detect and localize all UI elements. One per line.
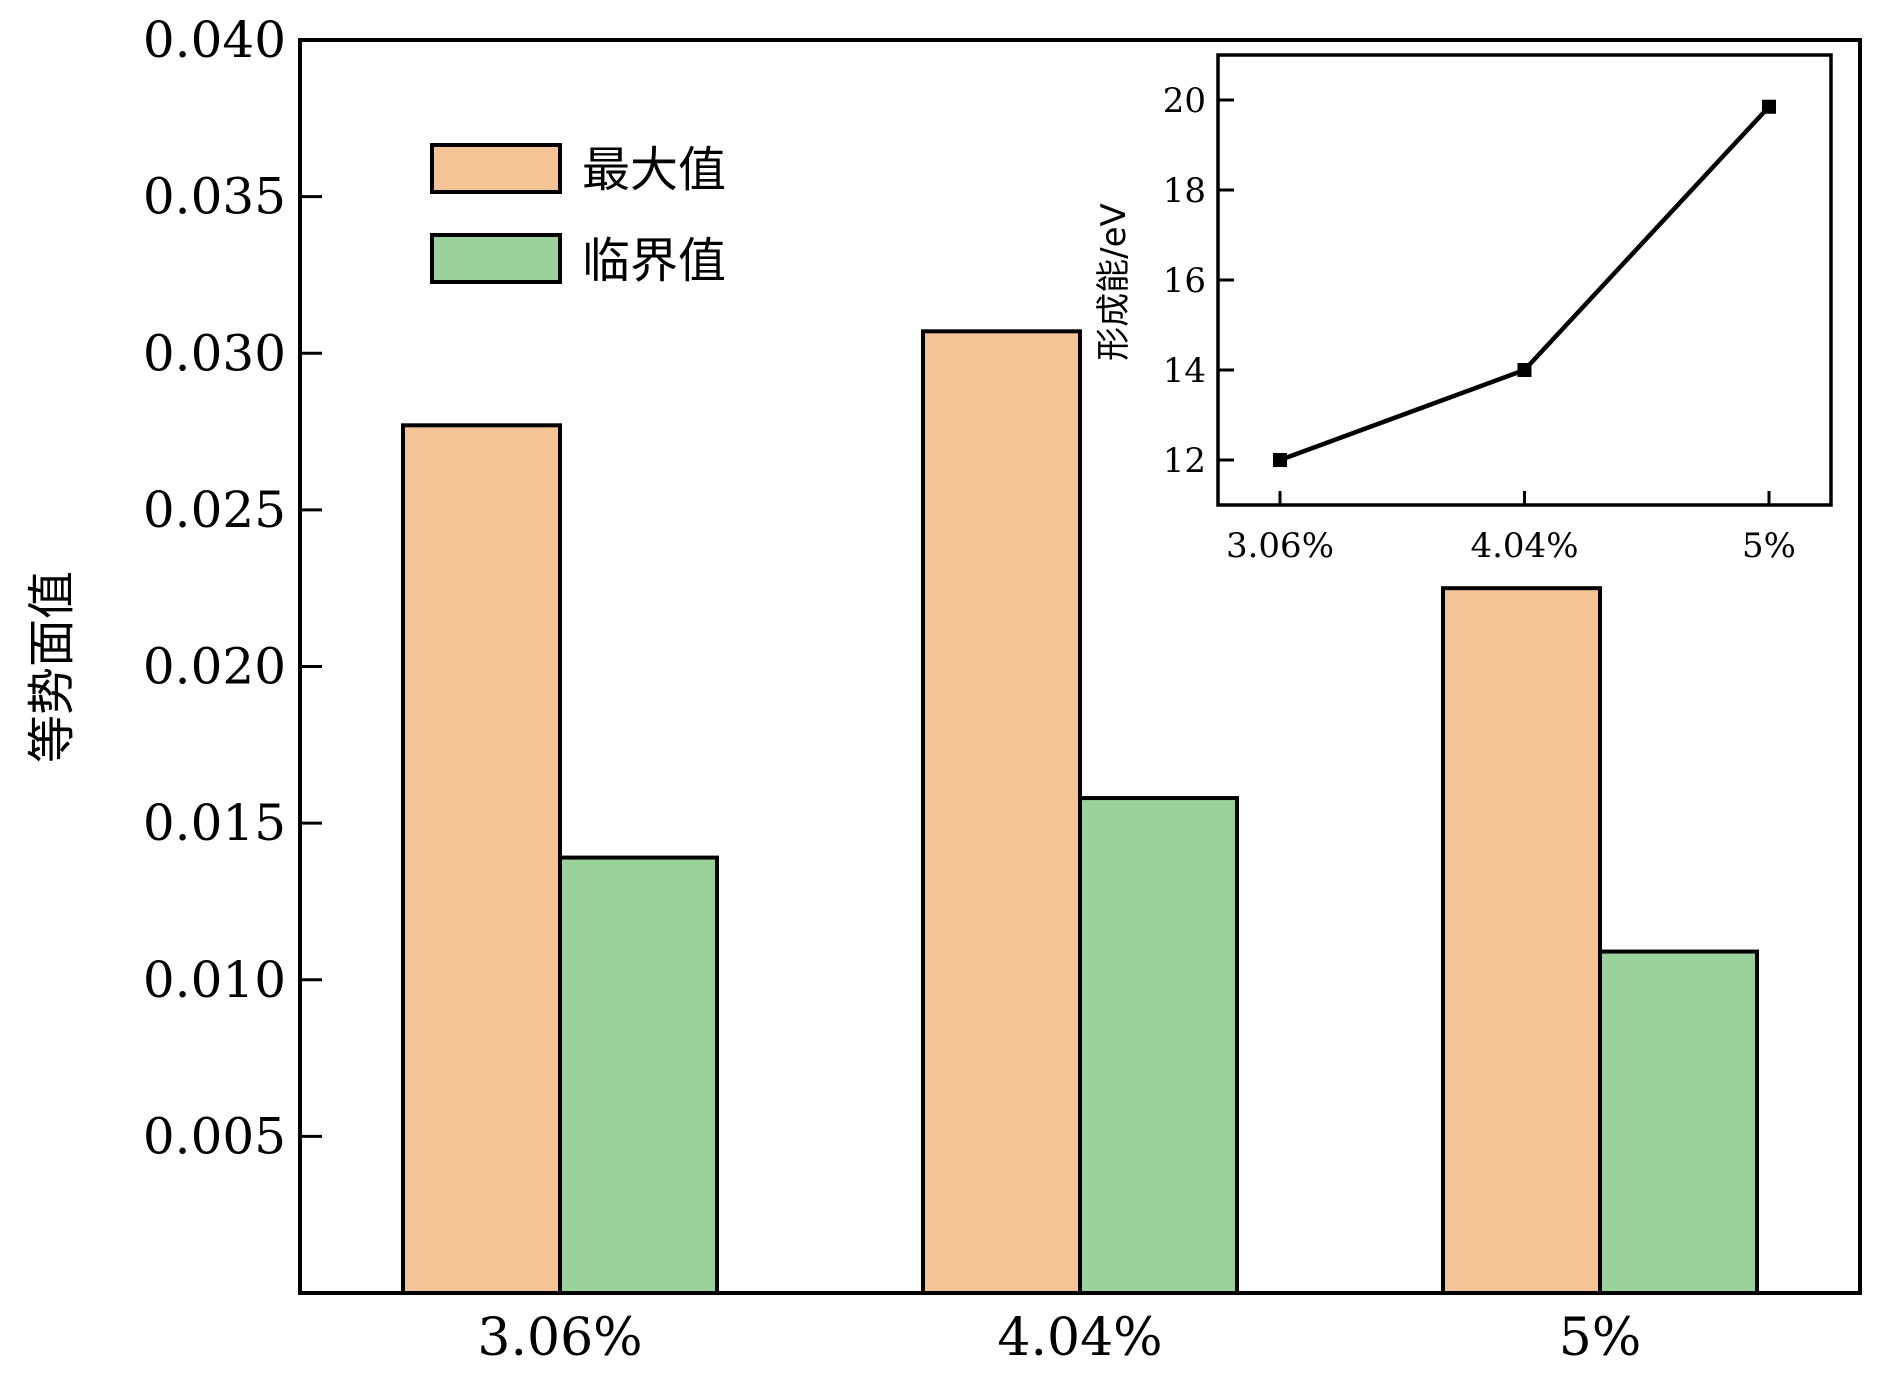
main-x-tick-label: 5% xyxy=(1559,1308,1642,1368)
main-y-tick-label: 0.025 xyxy=(143,481,286,539)
main-y-tick-label: 0.015 xyxy=(143,794,286,852)
bar-max-0 xyxy=(401,423,562,1295)
bar-critical-2 xyxy=(1598,949,1759,1295)
main-x-ticks: 3.06% 4.04% 5% xyxy=(477,1308,1641,1368)
inset-background xyxy=(1218,55,1831,505)
inset-x-tick-label: 3.06% xyxy=(1226,526,1334,566)
inset-y-tick-label: 20 xyxy=(1163,81,1206,121)
legend-label-critical: 临界值 xyxy=(582,233,726,289)
main-y-tick-label: 0.020 xyxy=(143,638,286,696)
inset-x-tick-label: 5% xyxy=(1742,526,1796,566)
inset-x-tick-label: 4.04% xyxy=(1470,526,1578,566)
main-y-tick-label: 0.005 xyxy=(143,1107,286,1165)
bar-max-2 xyxy=(1441,586,1602,1295)
legend-swatch-critical xyxy=(430,233,562,284)
main-y-tick-label: 0.030 xyxy=(143,324,286,382)
main-y-axis-label: 等势面值 xyxy=(24,571,80,763)
legend-swatch-max xyxy=(430,143,562,194)
main-y-ticks: 0.005 0.010 0.015 0.020 0.025 0.030 0.035 0.040 xyxy=(143,11,322,1165)
inset-y-tick-label: 12 xyxy=(1163,441,1206,481)
main-bars xyxy=(401,329,1759,1296)
inset-y-tick-label: 14 xyxy=(1163,351,1206,391)
inset-point-0 xyxy=(1273,453,1287,467)
inset-line-chart: 12 14 16 18 20 3.06% 4.04% 5% 形成能/eV xyxy=(1094,53,1833,566)
main-x-tick-label: 4.04% xyxy=(997,1308,1162,1368)
bar-max-1 xyxy=(921,329,1082,1295)
inset-point-1 xyxy=(1517,363,1532,377)
inset-x-ticks: 3.06% 4.04% 5% xyxy=(1226,491,1796,566)
main-y-tick-label: 0.040 xyxy=(143,11,286,69)
bar-critical-1 xyxy=(1078,796,1239,1295)
legend: 最大值 临界值 xyxy=(430,142,726,289)
main-y-tick-label: 0.035 xyxy=(143,168,286,226)
inset-series xyxy=(1273,99,1776,467)
legend-label-max: 最大值 xyxy=(582,142,726,198)
inset-y-tick-label: 18 xyxy=(1163,171,1206,211)
bar-critical-0 xyxy=(558,855,719,1296)
main-y-tick-label: 0.010 xyxy=(143,951,286,1009)
main-bar-chart: 0.005 0.010 0.015 0.020 0.025 0.030 0.035 0.040… xyxy=(24,11,1862,1368)
inset-y-axis-label: 形成能/eV xyxy=(1094,203,1134,361)
main-x-tick-label: 3.06% xyxy=(477,1308,642,1368)
inset-point-2 xyxy=(1762,99,1776,114)
inset-y-ticks: 12 14 16 18 20 xyxy=(1163,81,1234,481)
inset-y-tick-label: 16 xyxy=(1163,261,1206,301)
